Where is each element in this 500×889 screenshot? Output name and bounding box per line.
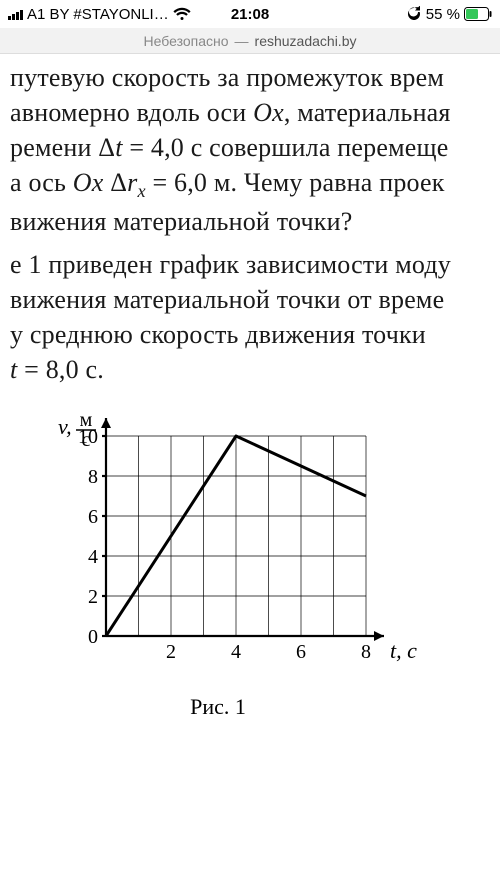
svg-text:м: м <box>80 409 93 431</box>
svg-text:8: 8 <box>361 641 371 663</box>
svg-text:2: 2 <box>166 641 176 663</box>
figure-caption: Рис. 1 <box>48 694 388 720</box>
svg-text:2: 2 <box>88 586 98 608</box>
svg-text:4: 4 <box>231 641 241 663</box>
text-line: а ось <box>10 168 73 197</box>
velocity-time-chart: 02468102468v,мсt, c <box>48 408 428 688</box>
page-content: путевую скорость за промежуток врем авно… <box>0 54 500 889</box>
svg-text:t, c: t, c <box>390 638 417 663</box>
svg-text:8: 8 <box>88 466 98 488</box>
phone-frame: A1 BY #STAYONLI… 21:08 55 % Небезопасно … <box>0 0 500 889</box>
wifi-icon <box>173 7 191 21</box>
svg-text:6: 6 <box>88 506 98 528</box>
scanned-text-block: путевую скорость за промежуток врем авно… <box>10 60 500 388</box>
signal-bars-icon <box>8 8 23 20</box>
text-line: ремени Δ <box>10 133 115 162</box>
text-line: = 8,0 с. <box>17 355 104 384</box>
insecure-label: Небезопасно <box>144 33 229 49</box>
text-line: вижения материальной точки от време <box>10 285 444 314</box>
text-italic: Ox <box>253 98 284 127</box>
svg-text:v,: v, <box>58 414 72 439</box>
text-sub: x <box>137 181 145 201</box>
text-line: , материальная <box>284 98 451 127</box>
text-line: авномерно вдоль оси <box>10 98 253 127</box>
status-right: 55 % <box>269 6 492 23</box>
svg-text:с: с <box>82 429 91 451</box>
battery-pct-label: 55 % <box>426 6 460 23</box>
status-bar: A1 BY #STAYONLI… 21:08 55 % <box>0 0 500 28</box>
text-italic: r <box>127 168 137 197</box>
text-line: вижения материальной точки? <box>10 207 352 236</box>
clock-label: 21:08 <box>231 6 269 23</box>
svg-text:0: 0 <box>88 626 98 648</box>
svg-text:6: 6 <box>296 641 306 663</box>
status-left: A1 BY #STAYONLI… <box>8 6 231 23</box>
carrier-label: A1 BY #STAYONLI… <box>27 6 169 23</box>
battery-icon <box>464 7 492 21</box>
text-line: Δ <box>104 168 128 197</box>
text-line: путевую скорость за промежуток врем <box>10 63 444 92</box>
address-separator: — <box>235 33 249 49</box>
address-bar[interactable]: Небезопасно — reshuzadachi.by <box>0 28 500 54</box>
domain-label: reshuzadachi.by <box>255 33 357 49</box>
text-line: = 4,0 с совершила перемеще <box>123 133 449 162</box>
figure: 02468102468v,мсt, c Рис. 1 <box>10 408 500 720</box>
text-line: е 1 приведен график зависимости моду <box>10 250 451 279</box>
text-italic: t <box>115 133 122 162</box>
text-line: у среднюю скорость движения точки <box>10 320 426 349</box>
refresh-icon <box>406 6 422 22</box>
svg-text:4: 4 <box>88 546 98 568</box>
text-italic: Ox <box>73 168 104 197</box>
text-line: = 6,0 м. Чему равна проек <box>146 168 445 197</box>
